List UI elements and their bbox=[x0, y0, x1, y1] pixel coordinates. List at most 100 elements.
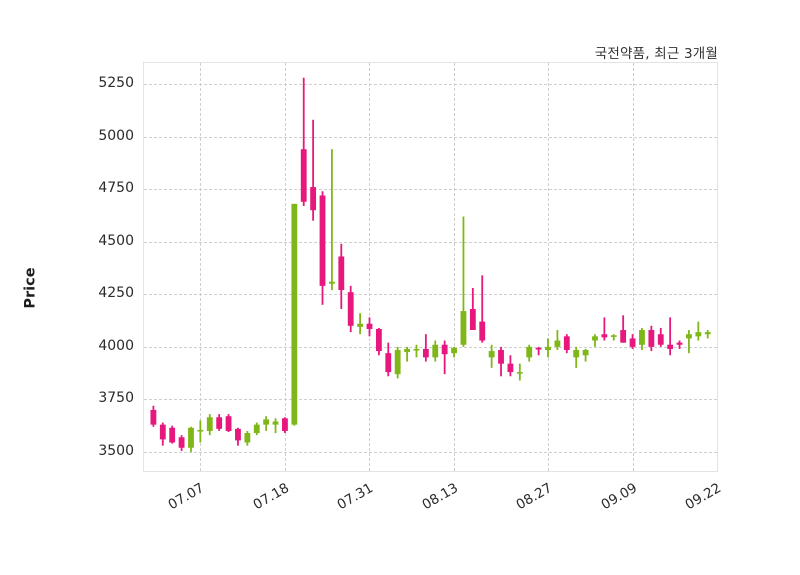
candle-09.22 bbox=[704, 330, 711, 339]
candle-body bbox=[432, 344, 439, 358]
candle-08.08 bbox=[422, 334, 429, 362]
candle-07.31 bbox=[366, 317, 373, 337]
candle-09.03 bbox=[582, 348, 589, 362]
candle-wick bbox=[302, 77, 305, 206]
candle-09.18 bbox=[686, 330, 692, 354]
candle-body bbox=[385, 353, 392, 373]
candle-07.28 bbox=[338, 243, 345, 309]
candle-09.17 bbox=[676, 340, 683, 349]
candle-body bbox=[188, 427, 194, 448]
candle-body bbox=[516, 372, 523, 374]
candle-body bbox=[545, 346, 551, 350]
y-tick-5250: 5250 bbox=[98, 75, 134, 92]
candle-08.28 bbox=[545, 338, 551, 358]
candle-body bbox=[573, 350, 580, 358]
candle-08.19 bbox=[479, 275, 486, 343]
y-tick-4500: 4500 bbox=[98, 232, 134, 249]
gridline-y-3500 bbox=[144, 451, 717, 453]
candle-09.16 bbox=[667, 317, 674, 356]
candle-body bbox=[178, 437, 185, 448]
candle-body bbox=[206, 417, 213, 431]
x-tick-07.31: 07.31 bbox=[335, 480, 377, 514]
candle-07.15 bbox=[253, 422, 260, 436]
x-tick-07.07: 07.07 bbox=[165, 480, 208, 514]
candle-body bbox=[676, 342, 683, 345]
candle-08.06 bbox=[404, 346, 410, 362]
candle-wick bbox=[274, 418, 277, 434]
y-tick-5000: 5000 bbox=[98, 127, 134, 144]
candle-body bbox=[329, 281, 335, 284]
candle-body bbox=[244, 433, 251, 443]
candle-wick bbox=[603, 317, 606, 341]
candle-body bbox=[282, 418, 288, 431]
gridline-x-09.09 bbox=[632, 63, 634, 471]
candle-07.24 bbox=[319, 191, 326, 305]
gridline-x-07.18 bbox=[284, 63, 286, 471]
candle-body bbox=[300, 149, 307, 202]
candle-wick bbox=[688, 330, 690, 354]
gridline-y-5000 bbox=[144, 136, 717, 138]
candle-wick bbox=[575, 346, 578, 368]
candle-06.30 bbox=[150, 405, 157, 427]
candle-body bbox=[601, 334, 608, 338]
candle-body bbox=[460, 311, 467, 345]
y-tick-3750: 3750 bbox=[98, 390, 134, 407]
candle-08.22 bbox=[507, 355, 514, 377]
candle-body bbox=[159, 424, 166, 440]
candle-body bbox=[413, 348, 420, 351]
candle-body bbox=[469, 309, 476, 331]
candle-07.22 bbox=[300, 77, 307, 206]
candle-07.07 bbox=[197, 420, 204, 443]
candle-body bbox=[422, 348, 429, 358]
candle-07.29 bbox=[347, 285, 354, 333]
candle-body bbox=[197, 429, 204, 432]
candle-body bbox=[394, 350, 401, 375]
candle-08.05 bbox=[394, 346, 401, 379]
candle-wick bbox=[481, 275, 484, 343]
candle-09.19 bbox=[695, 321, 702, 341]
candle-body bbox=[620, 330, 627, 343]
x-tick-09.22: 09.22 bbox=[682, 480, 725, 514]
candle-07.09 bbox=[216, 414, 223, 431]
candle-body bbox=[235, 428, 241, 441]
candle-wick bbox=[312, 119, 315, 221]
candle-body bbox=[451, 347, 457, 354]
candle-body bbox=[629, 338, 636, 347]
gridline-x-07.31 bbox=[369, 63, 371, 471]
candle-body bbox=[479, 321, 486, 341]
candlestick-series bbox=[150, 77, 711, 452]
candle-08.26 bbox=[526, 344, 533, 362]
candle-wick bbox=[471, 287, 474, 331]
plot-area bbox=[143, 62, 718, 472]
chart-title: 국전약품, 최근 3개월 bbox=[594, 46, 718, 62]
candle-08.12 bbox=[441, 340, 448, 375]
gridline-y-4500 bbox=[144, 241, 717, 243]
candle-wick bbox=[697, 321, 700, 341]
gridline-x-08.13 bbox=[454, 63, 456, 471]
candle-body bbox=[667, 344, 674, 349]
candle-08.25 bbox=[516, 363, 523, 381]
gridline-x-09.22 bbox=[717, 63, 718, 471]
candle-08.11 bbox=[432, 340, 439, 362]
candle-09.01 bbox=[563, 334, 570, 354]
candle-wick bbox=[331, 149, 333, 291]
candle-07.02 bbox=[169, 425, 176, 444]
candle-body bbox=[704, 332, 711, 335]
candle-body bbox=[150, 409, 157, 425]
candle-09.04 bbox=[592, 334, 598, 347]
candle-wick bbox=[537, 346, 540, 356]
x-tick-07.18: 07.18 bbox=[250, 480, 292, 514]
y-tick-4000: 4000 bbox=[98, 337, 134, 354]
candle-08.29 bbox=[554, 330, 561, 350]
candle-body bbox=[639, 330, 645, 345]
candle-body bbox=[563, 336, 570, 350]
candle-wick bbox=[612, 334, 615, 341]
candle-body bbox=[291, 203, 298, 425]
candle-body bbox=[216, 417, 223, 429]
candle-body bbox=[310, 187, 317, 211]
candle-body bbox=[488, 351, 495, 358]
candle-body bbox=[225, 416, 232, 431]
candle-wick bbox=[462, 216, 465, 347]
candle-07.08 bbox=[206, 414, 213, 436]
